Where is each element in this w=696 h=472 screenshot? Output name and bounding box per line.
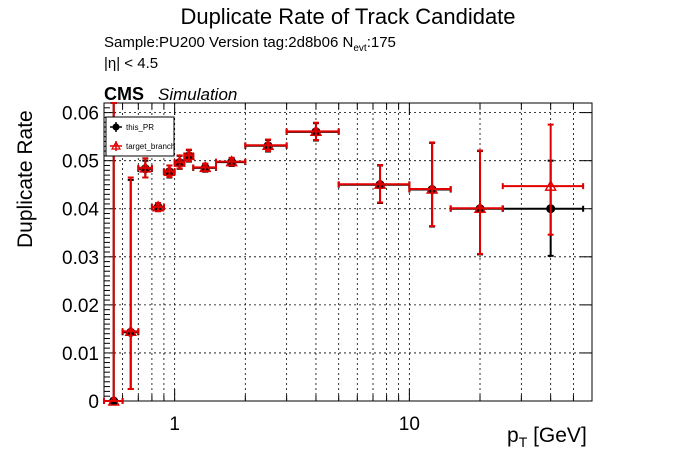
target_branch-point <box>473 201 487 213</box>
y-tick-label: 0.06 <box>62 104 99 125</box>
plot-frame <box>103 102 593 402</box>
y-tick-label: 0 <box>88 392 99 413</box>
target_branch-point <box>544 179 557 191</box>
legend-this_PR-marker <box>112 123 120 131</box>
legend-target_branch-marker <box>110 140 122 150</box>
target_branch-point <box>139 161 152 173</box>
x-tick-label: 1 <box>169 414 180 435</box>
cms-label: CMS <box>104 84 144 104</box>
target_branch-point <box>124 324 137 337</box>
target_branch-point <box>173 155 186 167</box>
x-axis-label: pT [GeV] <box>507 424 587 451</box>
nevt-label: Nevt:175 <box>342 34 396 54</box>
legend-target_branch-label: target_branch <box>126 142 175 151</box>
target_branch-point <box>107 394 120 406</box>
target_branch-point <box>261 138 275 150</box>
eta-cut-label: |η| < 4.5 <box>104 55 159 72</box>
target_branch-point <box>373 177 387 189</box>
target_branch-point <box>309 124 323 137</box>
target_branch-point <box>425 182 439 194</box>
target_branch-point <box>151 200 165 212</box>
target_branch-point <box>225 155 238 167</box>
target_branch-point <box>182 148 196 161</box>
y-tick-label: 0.03 <box>62 248 99 269</box>
chart-title: Duplicate Rate of Track Candidate <box>180 4 516 29</box>
y-tick-label: 0.04 <box>62 200 99 221</box>
x-tick-label: 10 <box>399 414 420 435</box>
y-tick-label: 0.02 <box>62 296 99 317</box>
legend-this_PR-label: this_PR <box>126 123 154 132</box>
y-tick-label: 0.01 <box>62 344 99 365</box>
simulation-label: Simulation <box>158 85 238 104</box>
target_branch-point <box>163 164 176 176</box>
sample-version-text: Sample:PU200 Version tag:2d8b06 <box>104 34 339 51</box>
sample-info: Sample:PU200 Version tag:2d8b06 Nevt:175 <box>104 34 396 54</box>
y-tick-label: 0.05 <box>62 152 99 173</box>
target_branch-point <box>199 160 212 173</box>
